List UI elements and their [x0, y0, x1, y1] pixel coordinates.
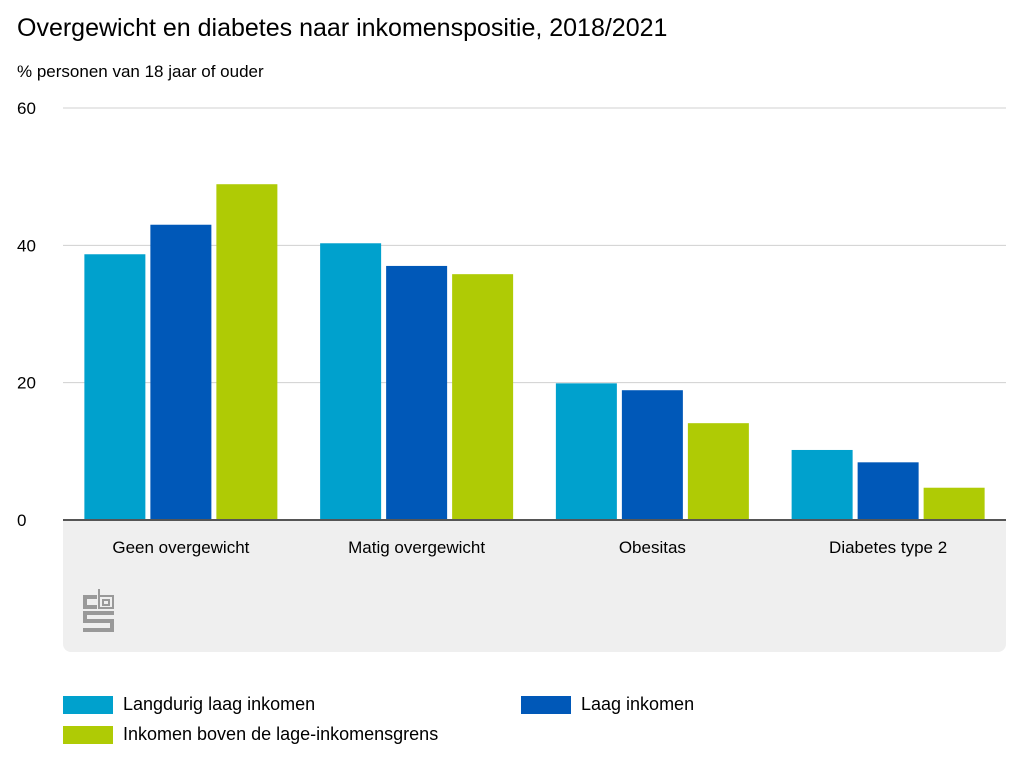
- chart-subtitle: % personen van 18 jaar of ouder: [17, 62, 264, 81]
- y-tick-label: 20: [17, 374, 36, 393]
- bar: [452, 274, 514, 520]
- chart-title: Overgewicht en diabetes naar inkomenspos…: [17, 14, 668, 42]
- bar: [386, 265, 448, 520]
- bar: [320, 243, 382, 521]
- legend-swatch: [63, 695, 113, 714]
- legend-label: Inkomen boven de lage-inkomensgrens: [123, 724, 439, 744]
- y-tick-label: 60: [17, 99, 36, 118]
- y-tick-label: 40: [17, 236, 36, 255]
- cbs-logo: [83, 589, 114, 632]
- legend-item-2: Inkomen boven de lage-inkomensgrens: [63, 724, 438, 745]
- bar: [857, 462, 919, 520]
- bar: [555, 383, 617, 520]
- bar: [923, 487, 985, 520]
- legend-swatch: [521, 695, 571, 714]
- legend-swatch: [63, 725, 113, 744]
- bar: [150, 224, 212, 520]
- x-tick-label: Geen overgewicht: [112, 538, 249, 557]
- legend-item-0: Langdurig laag inkomen: [63, 694, 315, 715]
- x-tick-label: Matig overgewicht: [348, 538, 485, 557]
- legend-label: Langdurig laag inkomen: [123, 694, 316, 714]
- bar-chart: 0 20 40 60 Geen overgewicht Matig overgewicht…: [17, 99, 1006, 557]
- bar: [621, 390, 683, 520]
- x-tick-label: Diabetes type 2: [829, 538, 947, 557]
- bar: [216, 184, 278, 520]
- y-tick-label: 0: [17, 511, 26, 530]
- bar: [84, 254, 146, 520]
- category-axis-panel: [63, 520, 1006, 652]
- x-tick-label: Obesitas: [619, 538, 686, 557]
- legend-item-1: Laag inkomen: [521, 694, 694, 715]
- bar: [687, 423, 749, 520]
- legend-label: Laag inkomen: [581, 694, 695, 714]
- bar: [791, 449, 853, 520]
